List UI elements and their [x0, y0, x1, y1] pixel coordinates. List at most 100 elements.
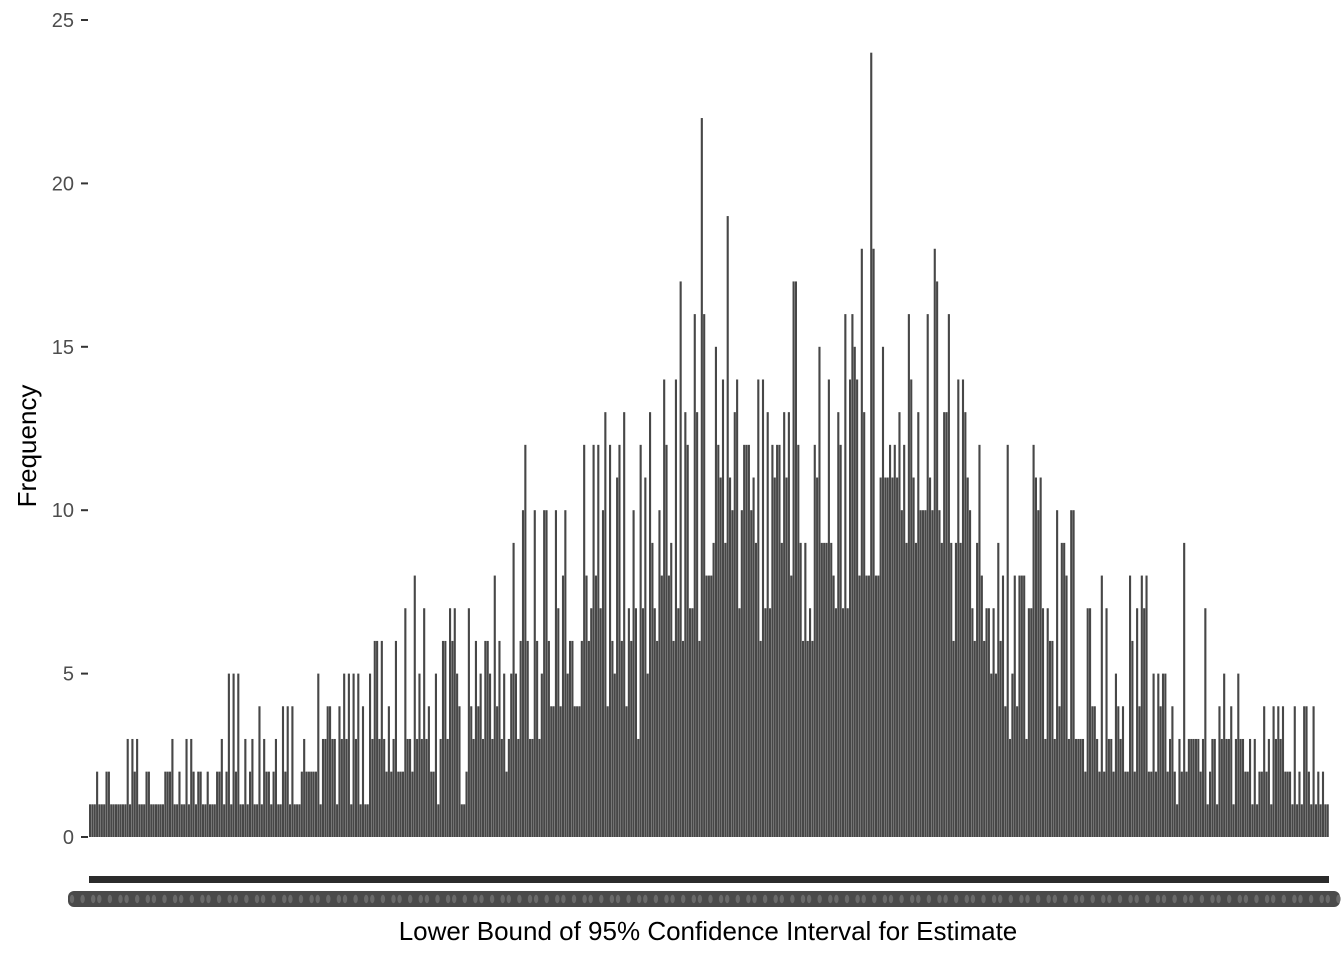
histogram-bar: [397, 771, 400, 837]
histogram-bar: [465, 771, 468, 837]
histogram-bar: [726, 216, 729, 837]
histogram-bar: [441, 640, 445, 837]
histogram-bar: [232, 673, 235, 837]
histogram-bar: [345, 738, 348, 837]
histogram-bar: [336, 804, 339, 837]
histogram-bar: [559, 706, 562, 837]
histogram-bar: [980, 575, 983, 837]
histogram-bar: [359, 804, 362, 837]
histogram-bar: [169, 771, 172, 837]
x-tick-label-glyph: [828, 894, 833, 904]
histogram-bar: [1199, 771, 1202, 837]
histogram-bar: [289, 804, 292, 837]
x-tick-label-glyph: [1172, 894, 1177, 904]
histogram-bar: [213, 804, 216, 837]
x-tick-label-glyph: [1008, 894, 1013, 904]
histogram-bar: [681, 640, 685, 837]
histogram-bar: [686, 444, 689, 837]
histogram-bar: [244, 738, 247, 837]
histogram-bar: [578, 706, 581, 837]
histogram-bar: [258, 706, 261, 837]
histogram-bar: [1237, 673, 1240, 837]
histogram-bar: [533, 510, 536, 837]
x-tick-label-glyph: [298, 894, 304, 904]
bars-group: [89, 52, 1329, 838]
histogram-bar: [959, 542, 962, 837]
histogram-bar: [644, 477, 647, 837]
x-tick-label-glyph: [370, 894, 375, 904]
histogram-bar: [896, 477, 899, 837]
histogram-bar: [1258, 771, 1261, 837]
histogram-bar: [1147, 771, 1150, 837]
histogram-bar: [1178, 738, 1181, 837]
histogram-bar: [752, 477, 755, 837]
histogram-bar: [1183, 542, 1186, 837]
histogram-bar: [161, 804, 165, 837]
histogram-bar: [121, 804, 125, 837]
x-tick-label-glyph: [489, 894, 495, 904]
histogram-bar: [1239, 738, 1242, 837]
histogram-bar: [841, 608, 845, 837]
histogram-bar: [889, 444, 892, 837]
histogram-bar: [820, 542, 823, 837]
histogram-bar: [286, 706, 289, 837]
histogram-bar: [477, 706, 480, 837]
histogram-bar: [1300, 804, 1303, 837]
histogram-bar: [672, 640, 675, 837]
histogram-bar: [253, 804, 256, 837]
histogram-bar: [526, 640, 529, 837]
histogram-bar: [1312, 706, 1315, 837]
histogram-bar: [496, 706, 499, 837]
histogram-bar: [914, 542, 917, 837]
histogram-bar: [451, 640, 454, 837]
histogram-bar: [293, 804, 296, 837]
histogram-bar: [284, 771, 287, 837]
histogram-bar: [110, 804, 113, 837]
histogram-bar: [150, 804, 153, 837]
x-tick-label-glyph: [1210, 894, 1215, 904]
histogram-bar: [929, 477, 932, 837]
histogram-bar: [1317, 771, 1320, 837]
x-tick-label-glyph: [916, 894, 921, 904]
x-tick-label-glyph: [555, 894, 560, 904]
histogram-bar: [1126, 771, 1129, 837]
x-tick-label-glyph: [855, 894, 860, 904]
histogram-bar: [714, 346, 717, 837]
histogram-bar: [307, 771, 310, 837]
x-tick-labels-overplotted: [68, 891, 1341, 907]
histogram-bar: [338, 706, 341, 837]
histogram-bar: [834, 608, 837, 837]
histogram-bar: [329, 706, 332, 837]
histogram-bar: [985, 608, 988, 837]
histogram-bar: [171, 738, 174, 837]
y-axis-title: Frequency: [12, 385, 42, 508]
x-tick-label-glyph: [806, 894, 812, 904]
histogram-bar: [957, 379, 960, 837]
x-tick-label-glyph: [773, 894, 778, 904]
histogram-bar: [1234, 738, 1237, 837]
histogram-bar: [564, 510, 567, 837]
x-tick-label-glyph: [571, 894, 577, 904]
histogram-bar: [251, 738, 254, 837]
histogram-bar: [731, 510, 734, 837]
histogram-bar: [811, 640, 814, 837]
histogram-bar: [173, 804, 176, 837]
x-tick-label-glyph: [445, 894, 451, 904]
histogram-bar: [446, 738, 449, 837]
histogram-bar: [1018, 575, 1021, 837]
histogram-bar: [1058, 706, 1061, 837]
histogram-bar: [1039, 477, 1042, 837]
histogram-bar: [124, 804, 127, 837]
histogram-bar: [557, 608, 560, 837]
histogram-bar: [136, 738, 139, 837]
histogram-bar: [474, 640, 477, 837]
histogram-bar: [1131, 640, 1134, 837]
histogram-bar: [223, 804, 226, 837]
histogram-bar: [983, 640, 986, 837]
histogram-bar: [936, 281, 939, 837]
x-tick-label-glyph: [1264, 894, 1270, 904]
x-tick-label-glyph: [708, 894, 713, 904]
histogram-bar: [439, 738, 442, 837]
x-tick-label-glyph: [315, 894, 320, 904]
histogram-bar: [241, 804, 245, 837]
